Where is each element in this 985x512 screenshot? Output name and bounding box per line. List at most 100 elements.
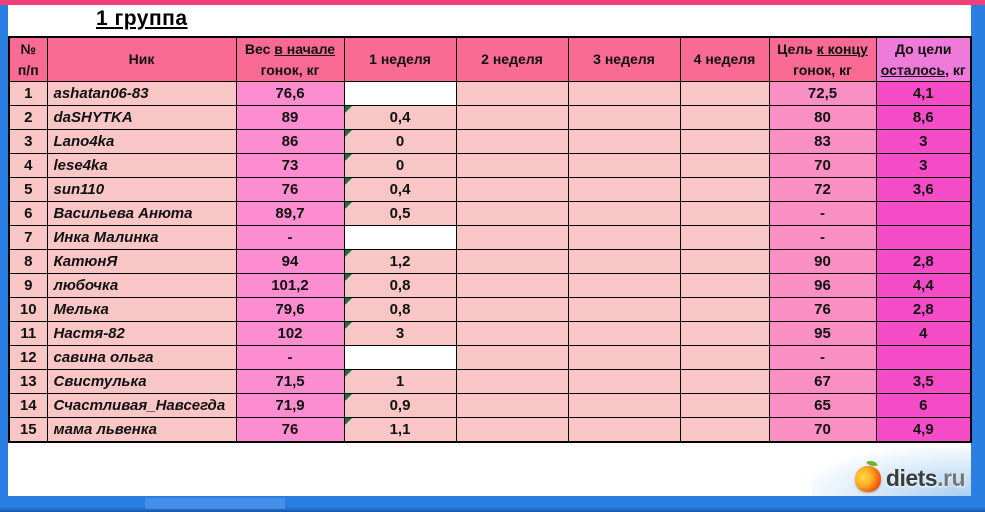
cell-week1[interactable]: 0,8 [343,297,457,322]
cell-num[interactable]: 9 [8,273,48,298]
cell-goal[interactable]: 80 [768,105,877,130]
cell-num[interactable]: 11 [8,321,48,346]
cell-start[interactable]: 71,9 [235,393,345,418]
cell-week1[interactable]: 0,4 [343,177,457,202]
cell-week1[interactable]: 0,9 [343,393,457,418]
cell-week4[interactable] [679,177,770,202]
cell-week3[interactable] [567,177,681,202]
cell-week2[interactable] [455,129,569,154]
cell-remain[interactable]: 3,5 [875,369,972,394]
cell-remain[interactable]: 2,8 [875,297,972,322]
cell-week4[interactable] [679,345,770,370]
cell-week2[interactable] [455,81,569,106]
cell-goal[interactable]: 67 [768,369,877,394]
cell-nick[interactable]: Счастливая_Навсегда [46,393,237,418]
cell-week3[interactable] [567,129,681,154]
cell-goal[interactable]: 70 [768,417,877,443]
cell-remain[interactable]: 8,6 [875,105,972,130]
cell-week1[interactable] [343,225,457,250]
cell-week1[interactable]: 1 [343,369,457,394]
cell-week4[interactable] [679,201,770,226]
cell-num[interactable]: 6 [8,201,48,226]
cell-start[interactable]: 76 [235,177,345,202]
cell-week4[interactable] [679,153,770,178]
cell-week4[interactable] [679,393,770,418]
cell-week4[interactable] [679,129,770,154]
cell-week2[interactable] [455,321,569,346]
cell-week2[interactable] [455,105,569,130]
cell-nick[interactable]: ashatan06-83 [46,81,237,106]
cell-nick[interactable]: Настя-82 [46,321,237,346]
cell-start[interactable]: - [235,345,345,370]
cell-week3[interactable] [567,321,681,346]
cell-num[interactable]: 2 [8,105,48,130]
cell-week4[interactable] [679,297,770,322]
cell-num[interactable]: 8 [8,249,48,274]
cell-goal[interactable]: 70 [768,153,877,178]
cell-goal[interactable]: - [768,201,877,226]
cell-num[interactable]: 4 [8,153,48,178]
cell-week2[interactable] [455,177,569,202]
cell-start[interactable]: 101,2 [235,273,345,298]
cell-week2[interactable] [455,201,569,226]
cell-week3[interactable] [567,249,681,274]
cell-start[interactable]: 76 [235,417,345,443]
cell-week4[interactable] [679,225,770,250]
cell-remain[interactable]: 3,6 [875,177,972,202]
cell-remain[interactable]: 3 [875,129,972,154]
cell-week4[interactable] [679,321,770,346]
cell-nick[interactable]: Lano4ka [46,129,237,154]
cell-week4[interactable] [679,249,770,274]
cell-week1[interactable] [343,81,457,106]
cell-start[interactable]: 102 [235,321,345,346]
cell-week1[interactable]: 0,5 [343,201,457,226]
cell-week2[interactable] [455,345,569,370]
cell-goal[interactable]: 65 [768,393,877,418]
cell-remain[interactable]: 4,9 [875,417,972,443]
cell-start[interactable]: 89 [235,105,345,130]
cell-week1[interactable]: 3 [343,321,457,346]
cell-num[interactable]: 10 [8,297,48,322]
cell-goal[interactable]: - [768,345,877,370]
cell-num[interactable]: 7 [8,225,48,250]
cell-week1[interactable]: 1,1 [343,417,457,443]
cell-nick[interactable]: любочка [46,273,237,298]
cell-week2[interactable] [455,225,569,250]
cell-start[interactable]: 76,6 [235,81,345,106]
cell-goal[interactable]: 90 [768,249,877,274]
cell-remain[interactable]: 3 [875,153,972,178]
cell-week1[interactable]: 0,8 [343,273,457,298]
cell-remain[interactable]: 6 [875,393,972,418]
cell-nick[interactable]: sun110 [46,177,237,202]
cell-week1[interactable] [343,345,457,370]
cell-nick[interactable]: савина ольга [46,345,237,370]
cell-goal[interactable]: 96 [768,273,877,298]
cell-goal[interactable]: 72,5 [768,81,877,106]
cell-week3[interactable] [567,225,681,250]
cell-week4[interactable] [679,417,770,443]
cell-num[interactable]: 13 [8,369,48,394]
cell-goal[interactable]: 76 [768,297,877,322]
cell-week3[interactable] [567,393,681,418]
cell-num[interactable]: 3 [8,129,48,154]
cell-goal[interactable]: 83 [768,129,877,154]
cell-start[interactable]: 79,6 [235,297,345,322]
cell-week1[interactable]: 1,2 [343,249,457,274]
cell-remain[interactable]: 4,1 [875,81,972,106]
cell-remain[interactable]: 4,4 [875,273,972,298]
cell-start[interactable]: 73 [235,153,345,178]
sheet-tab[interactable] [145,498,285,509]
cell-week2[interactable] [455,393,569,418]
cell-nick[interactable]: мама львенка [46,417,237,443]
cell-remain[interactable] [875,201,972,226]
cell-week2[interactable] [455,369,569,394]
cell-week3[interactable] [567,105,681,130]
cell-week4[interactable] [679,369,770,394]
cell-nick[interactable]: КатюнЯ [46,249,237,274]
cell-num[interactable]: 5 [8,177,48,202]
cell-week4[interactable] [679,81,770,106]
cell-remain[interactable]: 2,8 [875,249,972,274]
cell-week2[interactable] [455,297,569,322]
cell-nick[interactable]: Васильева Анюта [46,201,237,226]
cell-week3[interactable] [567,345,681,370]
